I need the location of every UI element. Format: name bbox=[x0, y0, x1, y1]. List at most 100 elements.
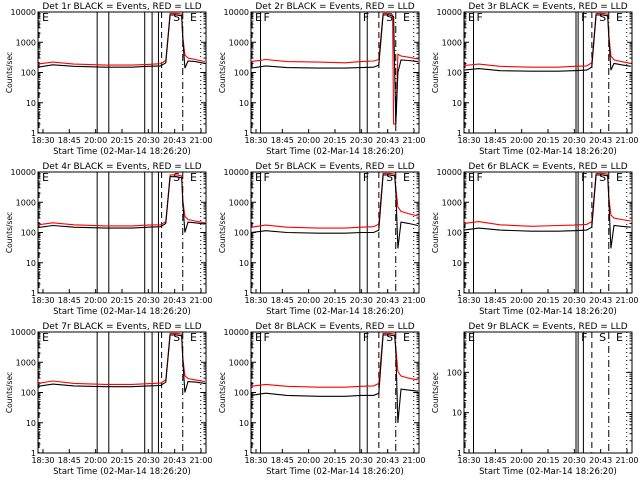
marker-label: F bbox=[363, 171, 369, 184]
x-tick-label: 20:30 bbox=[137, 296, 160, 305]
x-tick-label: 20:15 bbox=[323, 136, 346, 145]
y-tick-label: 10000 bbox=[224, 328, 249, 337]
x-tick-label: 20:00 bbox=[510, 136, 533, 145]
y-tick-label: 1000 bbox=[229, 358, 249, 367]
marker-label: F bbox=[363, 331, 369, 344]
series-line-events bbox=[251, 174, 419, 249]
x-tick-label: 18:45 bbox=[484, 296, 507, 305]
y-axis-label: Counts/sec bbox=[5, 372, 14, 413]
marker-label: S bbox=[386, 171, 393, 184]
y-tick-label: 100 bbox=[21, 389, 36, 398]
marker-label: S bbox=[386, 11, 393, 24]
y-tick-label: 1 bbox=[457, 289, 462, 298]
marker-label: S bbox=[599, 331, 606, 344]
y-tick-label: 10000 bbox=[11, 328, 36, 337]
x-tick-label: 20:00 bbox=[297, 296, 320, 305]
y-tick-label: 100 bbox=[447, 368, 462, 377]
x-tick-label: 18:30 bbox=[244, 296, 267, 305]
y-tick-label: 100 bbox=[21, 69, 36, 78]
series-line-events bbox=[464, 14, 631, 72]
x-tick-label: 20:00 bbox=[510, 296, 533, 305]
y-tick-label: 10000 bbox=[437, 168, 462, 177]
panel-title: Det 7r BLACK = Events, RED = LLD bbox=[42, 322, 201, 332]
y-axis-label: Counts/sec bbox=[5, 212, 14, 253]
x-tick-label: 18:30 bbox=[244, 456, 267, 465]
x-axis-label: Start Time (02-Mar-14 18:26:20) bbox=[53, 307, 191, 317]
plot-frame bbox=[37, 11, 207, 134]
y-tick-label: 1 bbox=[31, 449, 36, 458]
x-tick-label: 20:43 bbox=[163, 456, 186, 465]
y-tick-label: 10 bbox=[239, 419, 249, 428]
x-tick-label: 20:15 bbox=[110, 136, 133, 145]
marker-label: E bbox=[190, 331, 197, 344]
marker-label: F bbox=[264, 11, 270, 24]
series-line-events bbox=[38, 14, 206, 69]
marker-label: E bbox=[190, 171, 197, 184]
y-tick-label: 10 bbox=[239, 99, 249, 108]
marker-label: E bbox=[616, 171, 623, 184]
marker-label: S bbox=[173, 11, 180, 24]
marker-label: F bbox=[581, 331, 587, 344]
x-tick-label: 20:30 bbox=[563, 296, 586, 305]
y-tick-label: 10 bbox=[26, 419, 36, 428]
x-tick-label: 20:43 bbox=[163, 136, 186, 145]
x-tick-label: 18:45 bbox=[271, 296, 294, 305]
plot-frame bbox=[250, 331, 420, 454]
y-axis-label: Counts/sec bbox=[431, 212, 440, 253]
x-tick-label: 20:00 bbox=[84, 296, 107, 305]
x-tick-label: 18:45 bbox=[484, 456, 507, 465]
x-tick-label: 18:30 bbox=[31, 296, 54, 305]
y-tick-label: 10000 bbox=[11, 8, 36, 17]
series-line-lld bbox=[251, 12, 419, 125]
x-axis-label: Start Time (02-Mar-14 18:26:20) bbox=[53, 467, 191, 477]
series-line-events bbox=[251, 334, 418, 423]
panel-title: Det 3r BLACK = Events, RED = LLD bbox=[468, 2, 627, 12]
plot-frame bbox=[463, 331, 633, 454]
x-tick-label: 20:15 bbox=[110, 296, 133, 305]
y-tick-label: 10 bbox=[452, 409, 462, 418]
plot-frame bbox=[463, 11, 633, 134]
y-tick-label: 1 bbox=[457, 129, 462, 138]
y-axis-label: Counts/sec bbox=[431, 372, 440, 413]
y-tick-label: 1000 bbox=[229, 198, 249, 207]
y-tick-label: 10000 bbox=[437, 8, 462, 17]
y-axis-label: Counts/sec bbox=[431, 52, 440, 93]
y-tick-label: 10 bbox=[452, 259, 462, 268]
x-tick-label: 20:15 bbox=[110, 456, 133, 465]
y-tick-label: 10 bbox=[26, 99, 36, 108]
x-tick-label: 21:00 bbox=[402, 456, 425, 465]
marker-label: F bbox=[264, 171, 270, 184]
panel-title: Det 5r BLACK = Events, RED = LLD bbox=[255, 162, 414, 172]
y-axis-label: Counts/sec bbox=[218, 212, 227, 253]
y-tick-label: 100 bbox=[234, 229, 249, 238]
y-tick-label: 100 bbox=[21, 229, 36, 238]
x-tick-label: 20:43 bbox=[376, 296, 399, 305]
y-tick-label: 10000 bbox=[224, 8, 249, 17]
x-axis-label: Start Time (02-Mar-14 18:26:20) bbox=[266, 147, 404, 157]
y-tick-label: 100 bbox=[447, 69, 462, 78]
x-tick-label: 18:30 bbox=[457, 136, 480, 145]
x-tick-label: 18:45 bbox=[484, 136, 507, 145]
y-tick-label: 1 bbox=[244, 289, 249, 298]
marker-label: S bbox=[599, 171, 606, 184]
x-tick-label: 21:00 bbox=[189, 456, 212, 465]
marker-label: F bbox=[477, 171, 483, 184]
x-axis-label: Start Time (02-Mar-14 18:26:20) bbox=[479, 147, 617, 157]
y-tick-label: 10 bbox=[452, 99, 462, 108]
x-axis-label: Start Time (02-Mar-14 18:26:20) bbox=[479, 467, 617, 477]
panel-title: Det 4r BLACK = Events, RED = LLD bbox=[42, 162, 201, 172]
x-tick-label: 20:43 bbox=[376, 456, 399, 465]
x-tick-label: 20:15 bbox=[536, 136, 559, 145]
x-tick-label: 20:30 bbox=[137, 136, 160, 145]
x-tick-label: 20:30 bbox=[350, 296, 373, 305]
marker-label: S bbox=[173, 171, 180, 184]
x-tick-label: 20:15 bbox=[323, 296, 346, 305]
series-line-events bbox=[38, 176, 205, 233]
x-tick-label: 20:43 bbox=[376, 136, 399, 145]
marker-label: E bbox=[468, 171, 475, 184]
marker-label: F bbox=[363, 11, 369, 24]
